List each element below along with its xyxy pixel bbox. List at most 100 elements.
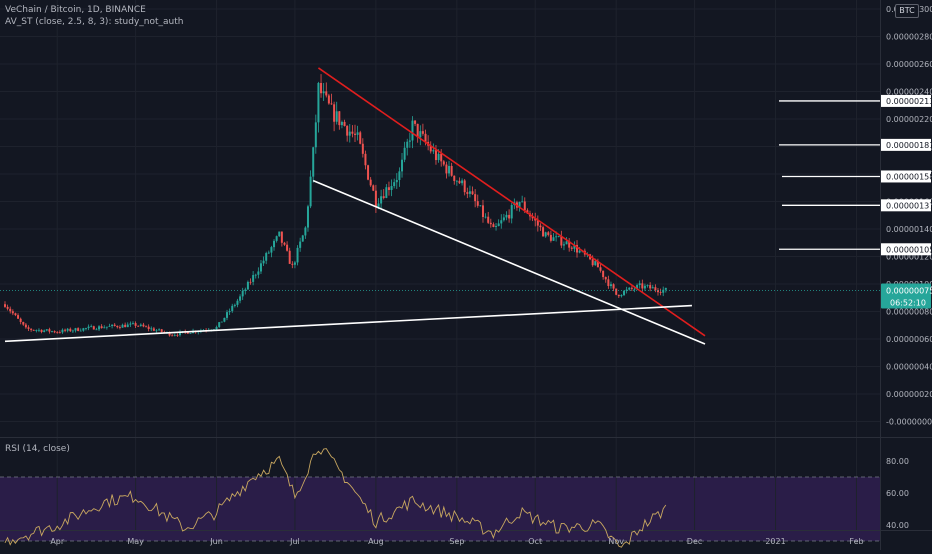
level-price-tag [881,94,931,107]
chart-title[interactable]: VeChain / Bitcoin, 1D, BINANCE [5,5,146,15]
candle-body [14,313,17,316]
candle-body [275,236,278,241]
currency-badge[interactable]: BTC [895,4,919,18]
candle-body [623,290,626,296]
candle-body [327,95,330,104]
candle-body [312,147,315,177]
candle-body [257,271,260,275]
candle-body [309,176,312,207]
trendline-long-term-support[interactable] [4,304,692,343]
candle-body [220,321,223,323]
price-tick-label: 0.00000080 [886,308,932,317]
candle-body [84,328,87,329]
candle-body [176,334,179,336]
candle-body [139,324,142,326]
candle-body [301,235,304,242]
candle-body [116,325,119,328]
candle-body [45,329,48,331]
candle-body [468,191,471,194]
candle-body [17,315,20,319]
candle-body [189,333,192,334]
candle-body [656,290,659,293]
price-tick-label: 0.00000240 [886,88,932,97]
candle-body [354,133,356,135]
candle-body [22,321,25,325]
candle-body [252,275,255,282]
candle-body [620,295,623,297]
time-axis[interactable]: Apr May Jun Jul Aug Sep Oct Nov Dec 2021 Feb [50,537,863,546]
candle-body [103,327,106,329]
time-tick-label: Dec [687,537,702,546]
candle-body [510,205,513,219]
study-legend[interactable]: AV_ST (close, 2.5, 8, 3): study_not_auth [5,17,184,27]
candle-body [398,171,401,180]
candle-body [440,153,443,162]
candle-body [254,274,257,276]
price-axis[interactable]: 0.000003000.000002800.000002600.00000240… [881,5,932,427]
candle-body [134,323,137,326]
candle-body [64,329,67,331]
candle-body [630,287,633,289]
countdown-label: 06:52:10 [890,298,926,307]
time-tick-label: 2021 [765,537,785,546]
level-price-tag [881,199,931,212]
candle-body [549,234,552,241]
candle-body [453,175,456,181]
candle-body [602,270,605,278]
candle-body [61,329,64,333]
candle-body [113,324,116,326]
candle-body [51,331,54,332]
candle-body [547,232,550,235]
candle-body [343,121,346,126]
trendline-resistance[interactable] [317,67,706,337]
candle-body [262,260,265,264]
candle-body [641,283,644,289]
candle-body [607,279,610,287]
candle-body [105,326,108,328]
candle-body [58,332,61,334]
candle-body [617,294,620,297]
rsi-legend[interactable]: RSI (14, close) [5,444,70,454]
candle-body [568,241,571,248]
time-tick-label: May [127,537,144,546]
candle-body [158,329,161,331]
candle-body [267,252,270,254]
candle-body [82,328,85,331]
candle-body [599,267,602,271]
trendlines [4,67,706,345]
candle-body [461,180,464,184]
candle-body [429,145,432,152]
candle-body [636,285,639,289]
candle-body [573,244,576,249]
candle-body [377,203,380,207]
candle-body [419,131,422,138]
level-price-label: 0.00000181 [886,141,932,150]
candle-body [450,165,453,176]
candle-body [317,82,320,123]
candle-body [338,111,341,126]
price-tick-label: 0.00000140 [886,225,932,234]
level-price-tag [881,138,931,151]
trendline-channel-support[interactable] [312,179,706,345]
candle-body [314,122,317,148]
candle-body [508,214,511,219]
candle-body [570,247,573,249]
candle-body [121,324,124,328]
candle-body [479,205,482,207]
candle-body [320,82,323,94]
candle-body [351,131,354,134]
candle-body [609,284,612,287]
candle-body [591,259,594,266]
candle-body [466,192,469,194]
candle-body [471,191,474,195]
candle-body [625,289,628,291]
candle-body [228,311,231,313]
candle-body [385,187,388,198]
candle-body [30,328,33,330]
candle-body [299,241,302,248]
candle-body [408,140,411,142]
horizontal-levels [779,100,880,250]
